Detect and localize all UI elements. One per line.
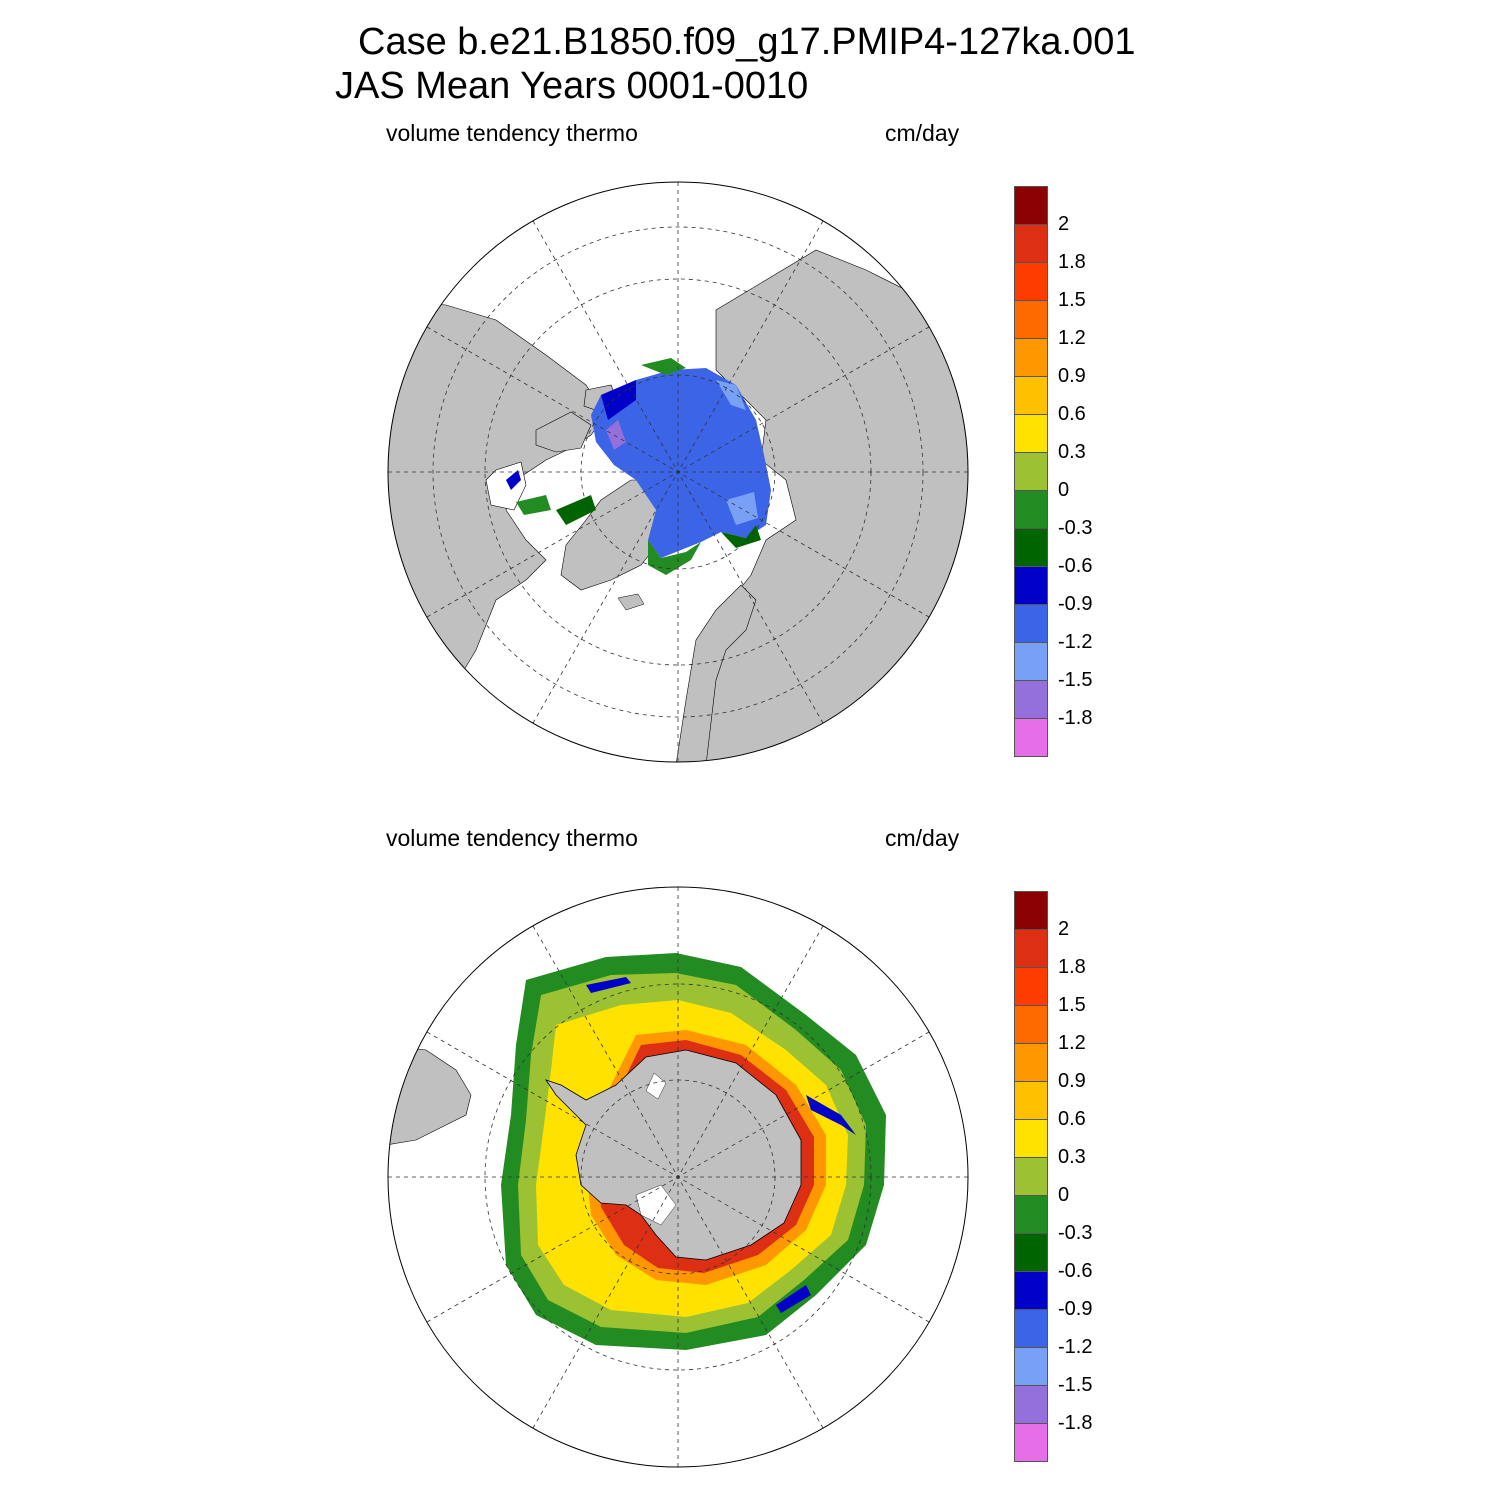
arctic-islands (535, 411, 592, 453)
colorbar-tick-label: 0.3 (1058, 1146, 1086, 1168)
south-panel-units-label: cm/day (885, 825, 960, 851)
figure-title-line-1: Case b.e21.B1850.f09_g17.PMIP4-127ka.001 (358, 21, 1136, 63)
colorbar-swatch (1014, 1233, 1048, 1272)
colorbar-swatch (1014, 376, 1048, 415)
colorbar-tick-label: 0 (1058, 479, 1070, 501)
colorbar-tick-label: 1.2 (1058, 327, 1086, 349)
europe-land (675, 584, 757, 762)
iceland-land (617, 593, 645, 611)
colorbar-tick-label: 1.5 (1058, 994, 1086, 1016)
colorbar-swatch (1014, 414, 1048, 453)
colorbar-swatch (1014, 262, 1048, 301)
colorbar-tick-label: -0.9 (1058, 1298, 1093, 1320)
colorbar-swatch (1014, 1195, 1048, 1234)
arctic-sea-ice-field (591, 368, 771, 558)
colorbar-swatch (1014, 300, 1048, 339)
colorbar-tick-label: 0.9 (1058, 1070, 1086, 1092)
south-panel-variable-label: volume tendency thermo (386, 825, 638, 851)
colorbar-tick-label: -1.5 (1058, 669, 1093, 691)
north-colorbar: 2 1.8 1.5 1.2 0.9 0.6 0.3 0 -0.3 -0.6 -0.9 -1.2 -1.5… (1014, 186, 1164, 758)
colorbar-tick-label: -0.6 (1058, 1260, 1093, 1282)
colorbar-swatch (1014, 1005, 1048, 1044)
colorbar-tick-label: -1.8 (1058, 707, 1093, 729)
south-polar-map (387, 886, 969, 1468)
colorbar-tick-label: 2 (1058, 213, 1070, 235)
colorbar-tick-label: -1.8 (1058, 1412, 1093, 1434)
colorbar-swatch (1014, 967, 1048, 1006)
colorbar-swatch (1014, 604, 1048, 643)
colorbar-tick-label: 0 (1058, 1184, 1070, 1206)
colorbar-swatch (1014, 528, 1048, 567)
colorbar-swatch (1014, 490, 1048, 529)
colorbar-tick-label: 0.6 (1058, 1108, 1086, 1130)
colorbar-swatch (1014, 1385, 1048, 1424)
colorbar-tick-label: 1.5 (1058, 289, 1086, 311)
colorbar-tick-label: -0.3 (1058, 1222, 1093, 1244)
colorbar-swatch (1014, 1423, 1048, 1462)
colorbar-tick-label: 1.2 (1058, 1032, 1086, 1054)
colorbar-swatch (1014, 891, 1048, 930)
colorbar-tick-label: 0.3 (1058, 441, 1086, 463)
colorbar-swatch (1014, 1081, 1048, 1120)
north-polar-map (387, 181, 969, 763)
colorbar-tick-label: -1.5 (1058, 1374, 1093, 1396)
antarctica-land (545, 1049, 802, 1261)
colorbar-swatch (1014, 642, 1048, 681)
colorbar-swatch (1014, 224, 1048, 263)
colorbar-swatch (1014, 1271, 1048, 1310)
colorbar-tick-label: -0.6 (1058, 555, 1093, 577)
colorbar-swatch (1014, 186, 1048, 225)
colorbar-swatch (1014, 566, 1048, 605)
colorbar-tick-label: 1.8 (1058, 956, 1086, 978)
colorbar-tick-label: -0.3 (1058, 517, 1093, 539)
colorbar-swatch (1014, 1043, 1048, 1082)
colorbar-tick-label: 1.8 (1058, 251, 1086, 273)
north-panel-variable-label: volume tendency thermo (386, 120, 638, 146)
colorbar-tick-label: -0.9 (1058, 593, 1093, 615)
colorbar-swatch (1014, 1347, 1048, 1386)
colorbar-swatch (1014, 929, 1048, 968)
colorbar-swatch (1014, 338, 1048, 377)
colorbar-tick-label: -1.2 (1058, 1336, 1093, 1358)
south-colorbar: 2 1.8 1.5 1.2 0.9 0.6 0.3 0 -0.3 -0.6 -0.9 -1.2 -1.5… (1014, 891, 1164, 1463)
colorbar-swatch (1014, 1309, 1048, 1348)
north-panel-units-label: cm/day (885, 120, 960, 146)
colorbar-tick-label: 0.9 (1058, 365, 1086, 387)
colorbar-tick-label: 0.6 (1058, 403, 1086, 425)
figure-title-line-2: JAS Mean Years 0001-0010 (335, 65, 809, 107)
colorbar-swatch (1014, 1157, 1048, 1196)
colorbar-swatch (1014, 452, 1048, 491)
colorbar-tick-label: -1.2 (1058, 631, 1093, 653)
colorbar-swatch (1014, 718, 1048, 757)
colorbar-tick-label: 2 (1058, 918, 1070, 940)
colorbar-swatch (1014, 1119, 1048, 1158)
colorbar-swatch (1014, 680, 1048, 719)
